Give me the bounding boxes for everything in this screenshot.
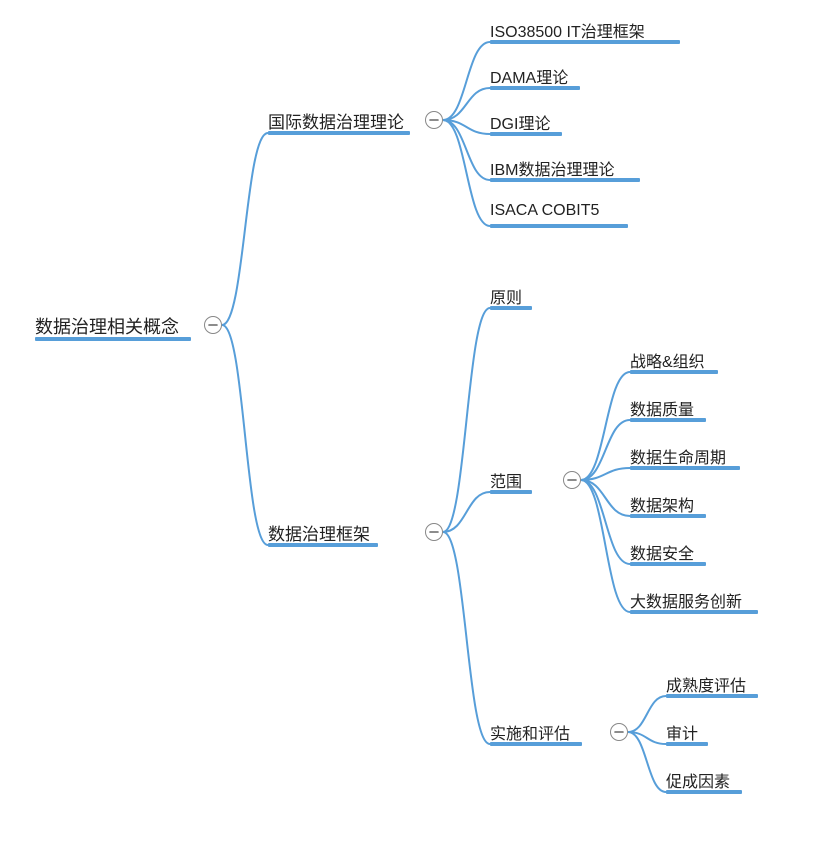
node-underline — [630, 610, 758, 614]
node-underline — [666, 694, 758, 698]
node-underline — [490, 40, 680, 44]
node-intl: 国际数据治理理论 — [268, 108, 404, 135]
node-principle: 原则 — [490, 284, 522, 310]
node-quality: 数据质量 — [630, 396, 694, 422]
edge — [443, 532, 490, 744]
mindmap-canvas: 数据治理相关概念 国际数据治理理论 ISO38500 IT治理框架 DAMA理论 DGI… — [0, 0, 826, 846]
node-underline — [490, 490, 532, 494]
node-underline — [490, 742, 582, 746]
edge — [222, 325, 268, 545]
node-scope: 范围 — [490, 468, 522, 494]
edge — [581, 480, 630, 612]
edge — [222, 133, 268, 325]
node-impl: 实施和评估 — [490, 720, 570, 746]
node-underline — [666, 742, 708, 746]
edge — [443, 492, 490, 532]
node-underline — [35, 337, 191, 341]
edge — [443, 308, 490, 532]
edge — [628, 732, 666, 792]
node-frame: 数据治理框架 — [268, 520, 370, 547]
edge — [443, 88, 490, 120]
node-label: ISACA COBIT5 — [490, 202, 599, 224]
node-underline — [630, 562, 706, 566]
edge — [581, 480, 630, 564]
node-factor: 促成因素 — [666, 768, 730, 794]
edge — [443, 120, 490, 134]
node-dama: DAMA理论 — [490, 64, 568, 90]
node-dgi: DGI理论 — [490, 110, 550, 136]
node-root: 数据治理相关概念 — [35, 313, 179, 341]
edge — [581, 468, 630, 480]
node-underline — [490, 86, 580, 90]
node-underline — [490, 132, 562, 136]
collapse-toggle[interactable] — [610, 723, 628, 741]
node-underline — [490, 178, 640, 182]
collapse-toggle[interactable] — [204, 316, 222, 334]
edge — [581, 480, 630, 516]
edge — [581, 372, 630, 480]
node-underline — [666, 790, 742, 794]
node-underline — [630, 466, 740, 470]
node-iso: ISO38500 IT治理框架 — [490, 18, 645, 44]
node-underline — [490, 306, 532, 310]
node-underline — [490, 224, 628, 228]
node-arch: 数据架构 — [630, 492, 694, 518]
node-underline — [268, 543, 378, 547]
collapse-toggle[interactable] — [425, 111, 443, 129]
edge — [443, 120, 490, 226]
collapse-toggle[interactable] — [563, 471, 581, 489]
node-ibm: IBM数据治理理论 — [490, 156, 614, 182]
node-underline — [630, 514, 706, 518]
node-strategy: 战略&组织 — [630, 348, 705, 374]
edge — [443, 120, 490, 180]
edge — [443, 42, 490, 120]
node-maturity: 成熟度评估 — [666, 672, 746, 698]
edge — [581, 420, 630, 480]
node-life: 数据生命周期 — [630, 444, 726, 470]
node-underline — [630, 418, 706, 422]
edge — [628, 696, 666, 732]
node-underline — [268, 131, 410, 135]
node-underline — [630, 370, 718, 374]
node-isaca: ISACA COBIT5 — [490, 202, 599, 228]
node-sec: 数据安全 — [630, 540, 694, 566]
node-audit: 审计 — [666, 720, 698, 746]
edge — [628, 732, 666, 744]
node-bigdata: 大数据服务创新 — [630, 588, 742, 614]
collapse-toggle[interactable] — [425, 523, 443, 541]
